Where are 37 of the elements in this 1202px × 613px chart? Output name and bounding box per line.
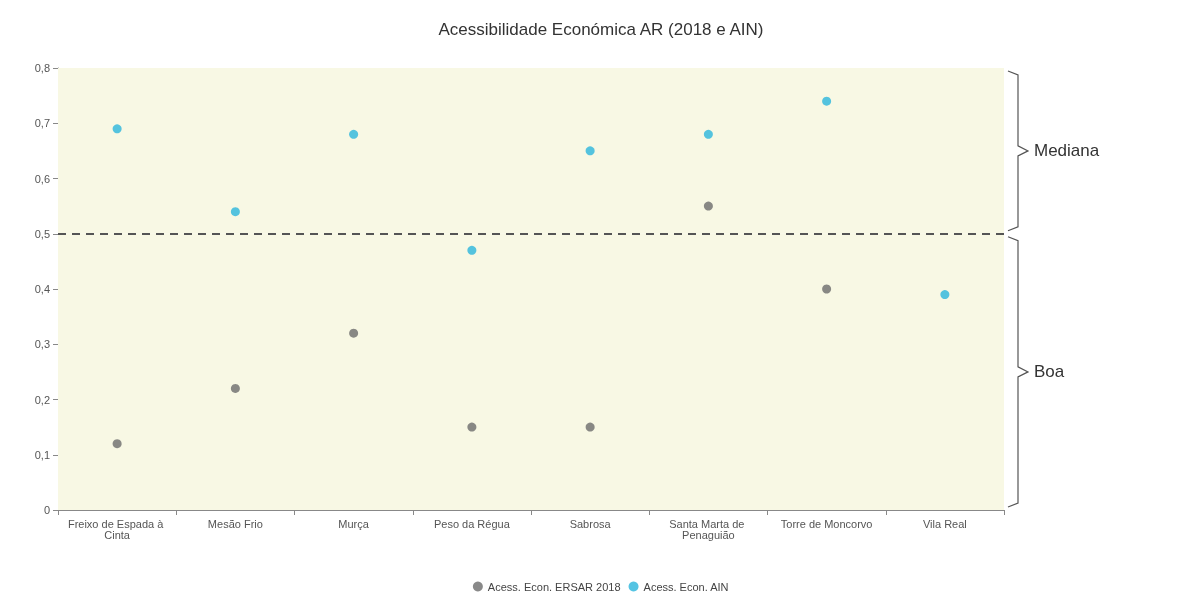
y-tick-label: 0,8 (34, 62, 50, 74)
x-tick-label: Peso da Régua (433, 517, 511, 530)
point (703, 129, 713, 139)
chart-title: Acessibilidade Económica AR (2018 e AIN) (438, 20, 764, 39)
point (349, 328, 359, 338)
y-tick-label: 0,2 (34, 393, 50, 406)
band-label: Mediana (1034, 141, 1100, 161)
point (467, 422, 477, 432)
x-tick-label: Freixo de Espada à Cinta (67, 517, 167, 541)
x-tick-label: Sabrosa (569, 517, 612, 530)
point (940, 290, 950, 300)
y-tick-label: 0,4 (34, 283, 50, 295)
x-tick-label: Vila Real (922, 517, 967, 530)
y-tick-label: 0,1 (34, 448, 50, 461)
y-tick-label: 0,7 (34, 117, 50, 130)
y-tick-label: 0,5 (34, 227, 50, 240)
point (112, 439, 122, 449)
x-tick-label: Murça (338, 517, 370, 530)
legend-label: Acess. Econ. ERSAR 2018 (487, 580, 621, 593)
point (822, 96, 832, 106)
point (112, 124, 122, 134)
band-label: Boa (1034, 362, 1065, 382)
point (230, 383, 240, 393)
y-tick-label: 0,3 (34, 338, 50, 351)
point (349, 129, 359, 139)
point (822, 284, 832, 294)
point (467, 245, 477, 255)
point (585, 146, 595, 156)
point (703, 201, 713, 211)
x-tick-label: Mesão Frio (207, 517, 263, 530)
y-tick-label: 0,6 (34, 172, 50, 185)
point (230, 207, 240, 217)
x-tick-label: Torre de Moncorvo (780, 517, 873, 530)
legend-label: Acess. Econ. AIN (643, 580, 729, 593)
x-tick-label: Santa Marta de Penaguião (669, 517, 748, 541)
y-tick-label: 0 (43, 504, 50, 516)
point (585, 422, 595, 432)
